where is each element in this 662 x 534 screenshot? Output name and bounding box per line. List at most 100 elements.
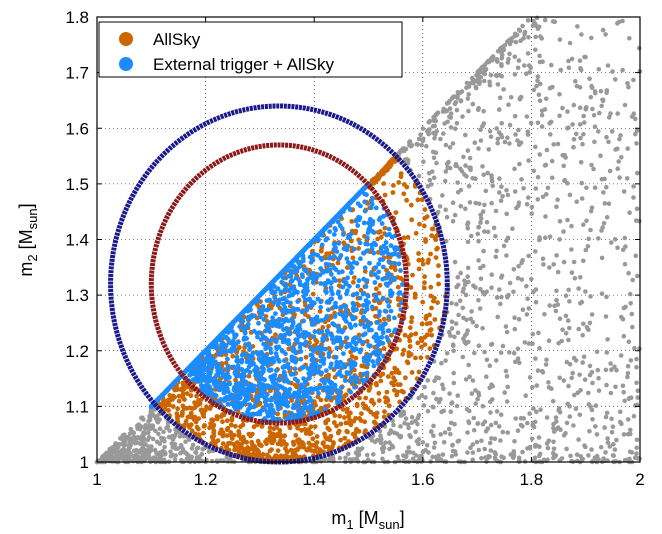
x-axis-label-sub: 1 xyxy=(346,517,353,532)
point xyxy=(598,88,604,94)
point xyxy=(469,309,474,314)
point xyxy=(462,278,467,284)
point xyxy=(406,350,412,356)
point xyxy=(409,319,414,325)
point xyxy=(529,211,534,216)
point xyxy=(547,265,552,270)
point xyxy=(401,191,407,197)
point xyxy=(454,120,460,126)
point xyxy=(285,340,290,346)
point xyxy=(494,409,500,414)
legend-marker-external xyxy=(119,57,133,71)
point xyxy=(538,407,543,413)
point xyxy=(480,403,486,409)
point xyxy=(362,429,368,435)
point xyxy=(211,359,217,365)
point xyxy=(540,194,546,200)
point xyxy=(516,127,521,133)
point xyxy=(382,409,387,415)
point xyxy=(348,375,354,381)
point xyxy=(521,36,526,41)
point xyxy=(573,78,578,84)
point xyxy=(337,413,343,419)
point xyxy=(446,426,452,432)
point xyxy=(521,186,526,191)
point xyxy=(498,301,503,307)
point xyxy=(324,236,330,241)
point xyxy=(381,414,387,420)
point xyxy=(342,303,348,309)
point xyxy=(301,318,307,324)
point xyxy=(253,394,259,400)
point xyxy=(489,285,494,291)
point xyxy=(264,298,270,303)
point xyxy=(520,258,525,263)
point xyxy=(353,228,359,234)
point xyxy=(564,359,570,365)
point xyxy=(363,298,369,303)
point xyxy=(248,314,254,320)
point xyxy=(363,395,369,401)
point xyxy=(531,87,537,93)
point xyxy=(377,282,383,288)
point xyxy=(395,284,401,290)
point xyxy=(367,216,373,222)
point xyxy=(135,423,141,428)
point xyxy=(465,274,471,279)
point xyxy=(533,249,538,254)
point xyxy=(300,258,306,264)
point xyxy=(566,65,572,71)
point xyxy=(561,229,566,234)
point xyxy=(516,27,522,33)
point xyxy=(371,363,377,369)
point xyxy=(149,444,154,449)
point xyxy=(415,340,421,346)
point xyxy=(567,192,573,198)
point xyxy=(318,459,324,464)
point xyxy=(364,192,369,198)
point xyxy=(298,349,304,354)
point xyxy=(440,193,445,198)
point xyxy=(425,378,431,383)
point xyxy=(575,390,581,396)
point xyxy=(196,426,201,432)
point xyxy=(205,384,211,390)
point xyxy=(237,381,242,387)
point xyxy=(441,440,447,445)
point xyxy=(358,347,364,353)
point xyxy=(430,454,436,460)
point xyxy=(464,174,469,179)
point xyxy=(587,372,593,378)
point xyxy=(270,336,276,342)
point xyxy=(341,232,346,237)
point xyxy=(162,444,167,450)
point xyxy=(280,335,285,340)
point xyxy=(517,360,522,366)
point xyxy=(301,267,307,272)
point xyxy=(321,356,327,362)
point xyxy=(256,320,261,326)
point xyxy=(415,421,420,427)
point xyxy=(525,420,530,426)
point xyxy=(605,440,611,445)
point xyxy=(585,244,591,249)
point xyxy=(231,441,237,447)
point xyxy=(590,106,595,112)
point xyxy=(269,408,274,414)
point xyxy=(427,346,433,351)
point xyxy=(319,257,325,262)
point xyxy=(474,73,479,78)
point xyxy=(544,357,549,363)
point xyxy=(634,365,639,370)
point xyxy=(632,345,637,351)
point xyxy=(356,303,362,308)
point xyxy=(404,157,409,162)
point xyxy=(309,411,314,417)
point xyxy=(213,393,219,399)
point xyxy=(596,67,602,72)
point xyxy=(612,364,617,370)
point xyxy=(185,414,191,420)
point xyxy=(555,141,561,147)
point xyxy=(476,343,482,349)
point xyxy=(599,255,605,261)
